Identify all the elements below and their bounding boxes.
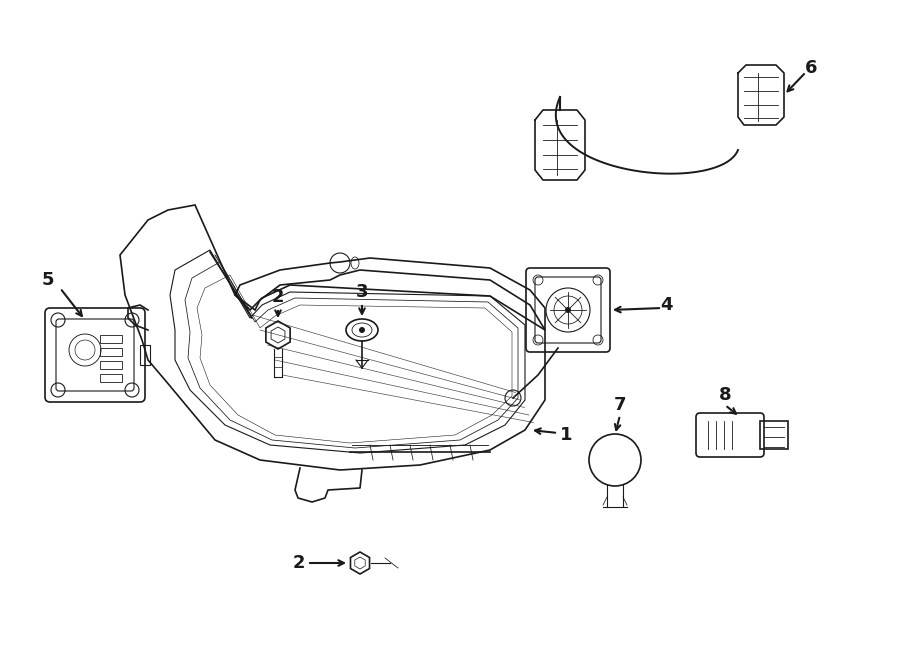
Text: 5: 5 (41, 271, 54, 289)
Circle shape (359, 327, 365, 333)
Text: 2: 2 (272, 288, 284, 306)
Text: 8: 8 (719, 386, 732, 404)
Bar (140, 345, 150, 365)
Text: 4: 4 (660, 296, 672, 314)
Bar (100, 335, 122, 343)
Circle shape (565, 307, 571, 313)
Text: 7: 7 (614, 396, 626, 414)
Bar (100, 374, 122, 382)
Text: 2: 2 (292, 554, 305, 572)
Text: 1: 1 (560, 426, 572, 444)
Bar (760, 421, 788, 449)
Text: 6: 6 (805, 59, 817, 77)
Bar (100, 348, 122, 356)
Bar (100, 361, 122, 369)
Text: 3: 3 (356, 283, 368, 301)
